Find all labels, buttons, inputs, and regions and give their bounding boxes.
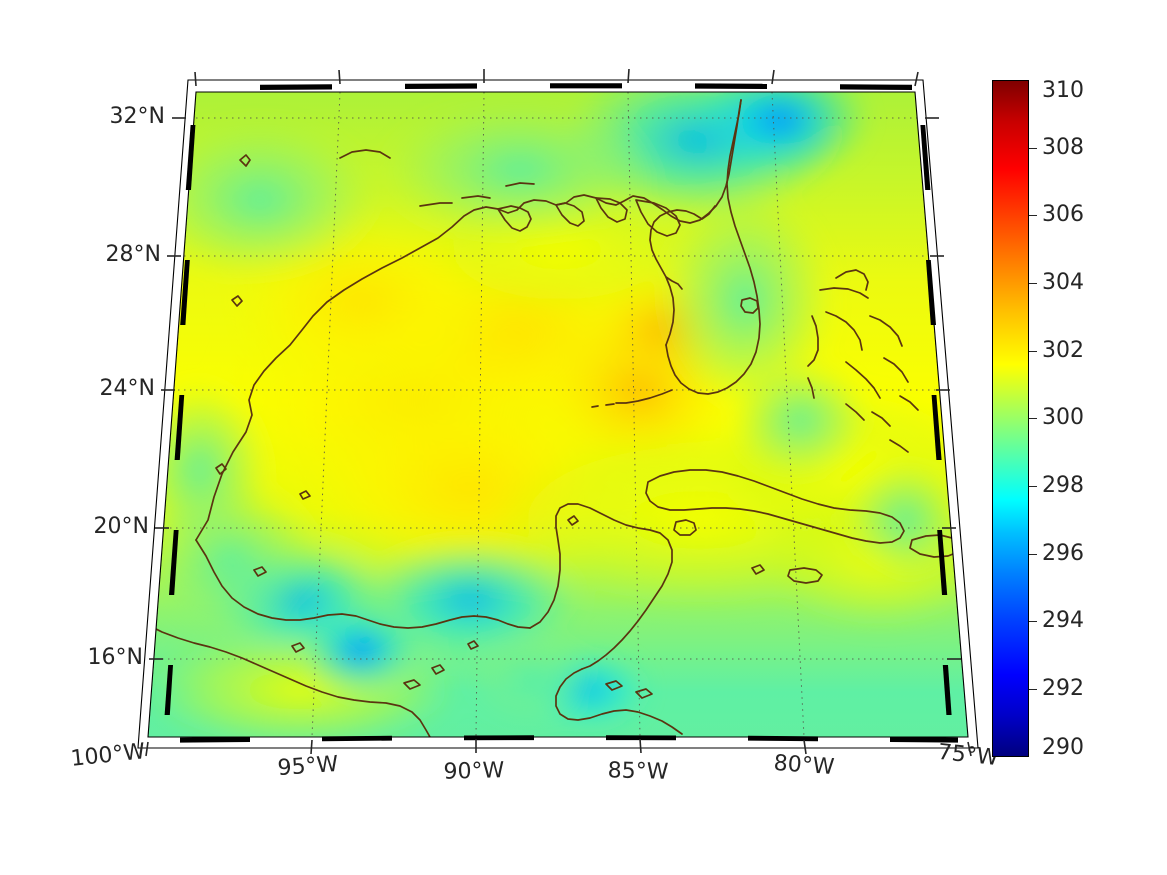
lat-tick-label: 20°N (93, 514, 149, 539)
colorbar-tick-label: 298 (1042, 473, 1084, 498)
colorbar-tick (1029, 283, 1037, 284)
colorbar-tick-label: 294 (1042, 608, 1084, 633)
sst-raster (148, 92, 968, 737)
colorbar[interactable] (992, 80, 1029, 757)
colorbar-tick (1029, 554, 1037, 555)
colorbar-tick (1029, 215, 1037, 216)
lat-tick-label: 24°N (99, 376, 155, 401)
colorbar-tick (1029, 148, 1037, 149)
lat-tick-label: 28°N (105, 242, 161, 267)
colorbar-tick-label: 310 (1042, 78, 1084, 103)
colorbar-gradient (993, 81, 1028, 756)
graticule (148, 92, 968, 737)
colorbar-tick-label: 304 (1042, 270, 1084, 295)
lon-tick-label: 85°W (607, 758, 669, 785)
colorbar-tick-label: 296 (1042, 541, 1084, 566)
lon-tick-label: 90°W (443, 758, 505, 785)
lat-tick-label: 32°N (109, 104, 165, 129)
colorbar-tick (1029, 351, 1037, 352)
colorbar-tick (1029, 418, 1037, 419)
colorbar-tick-label: 308 (1042, 135, 1084, 160)
coastlines (148, 99, 961, 737)
lat-tick-label: 16°N (87, 645, 143, 670)
colorbar-tick (1029, 486, 1037, 487)
colorbar-tick-label: 300 (1042, 405, 1084, 430)
map-border (137, 68, 979, 757)
colorbar-tick-label: 306 (1042, 202, 1084, 227)
colorbar-tick-label: 292 (1042, 676, 1084, 701)
colorbar-tick-label: 290 (1042, 735, 1084, 760)
colorbar-tick-label: 302 (1042, 338, 1084, 363)
colorbar-tick (1029, 689, 1037, 690)
colorbar-tick (1029, 621, 1037, 622)
